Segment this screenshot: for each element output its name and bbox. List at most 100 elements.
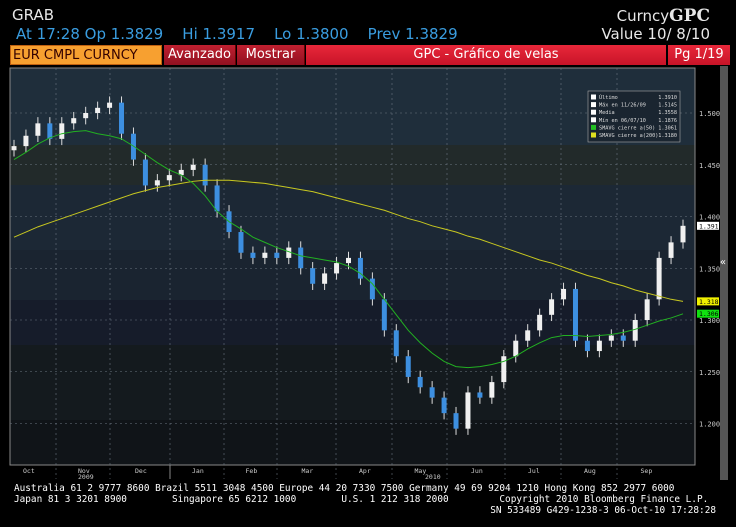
last-value-label: 1.3910: [699, 222, 723, 230]
candle-body: [322, 273, 328, 284]
candle-body: [83, 113, 89, 119]
footer-contacts-1: Australia 61 2 9777 8600 Brazil 5511 304…: [14, 483, 675, 494]
x-month-label: May: [415, 467, 427, 475]
legend-value: 1.3180: [658, 133, 677, 139]
candle-body: [190, 164, 196, 170]
candle-body: [549, 299, 555, 315]
plot-background: [10, 300, 695, 345]
candle-body: [417, 376, 423, 388]
candle-body: [298, 247, 304, 269]
candle-body: [214, 185, 220, 212]
plot-background: [10, 145, 695, 185]
candle-body: [95, 107, 101, 113]
value-date: Value 10/ 8/10: [601, 25, 710, 43]
candle-body: [238, 232, 244, 253]
candle-body: [596, 340, 602, 352]
x-month-label: Jun: [471, 467, 483, 475]
x-month-label: Sep: [641, 467, 653, 475]
x-month-label: Nov: [78, 467, 90, 475]
legend-label: Mín en 06/07/10: [599, 117, 646, 124]
candle-body: [119, 102, 125, 134]
x-month-label: Aug: [584, 467, 596, 475]
candlestick-chart[interactable]: 1.5000 1.4500 1.4000 1.3500 1.3000 1.2500 1.20…: [0, 0, 736, 480]
ticker-field[interactable]: EUR CMPL CURNCY: [10, 45, 162, 65]
x-year-label: 2009: [78, 473, 94, 480]
y-tick-label: 1.4500: [699, 162, 724, 170]
sma200-line: [13, 179, 684, 302]
advanced-button[interactable]: Avanzado: [164, 45, 236, 65]
y-tick-label: 1.5000: [699, 110, 724, 118]
sma50-line: [13, 130, 684, 369]
scrollbar[interactable]: [720, 66, 728, 480]
legend-label: Último: [599, 94, 618, 101]
candle-body: [393, 330, 399, 357]
y-tick-label: 1.2500: [699, 369, 724, 377]
last-value-label: 1.3061: [699, 310, 723, 318]
y-tick-label: 1.2000: [699, 421, 724, 429]
x-month-label: Dec: [135, 467, 147, 475]
legend-swatch: [591, 109, 596, 115]
candle-body: [154, 180, 160, 186]
x-month-label: Jan: [192, 467, 204, 475]
candle-body: [501, 356, 507, 383]
legend-value: 1.3558: [658, 110, 677, 116]
candle-body: [405, 356, 411, 377]
candle-body: [107, 102, 113, 108]
candle-body: [250, 252, 256, 258]
screen-name: GRAB: [12, 6, 54, 24]
candle-body: [680, 225, 686, 243]
candle-body: [584, 340, 590, 352]
legend-label: Máx en 11/26/09: [599, 102, 646, 109]
last-value-tag: [697, 221, 719, 230]
x-year-label: 2010: [425, 473, 441, 480]
candle-body: [608, 335, 614, 341]
x-month-label: Mar: [302, 467, 314, 475]
y-tick-label: 1.3500: [699, 265, 724, 273]
legend-value: 1.1876: [658, 118, 677, 124]
plot-background: [10, 345, 695, 420]
page-indicator[interactable]: Pg 1/19: [668, 45, 730, 65]
function-label: CurncyGPC: [617, 6, 710, 26]
candle-body: [71, 118, 77, 124]
candle-body: [166, 175, 172, 181]
candle-body: [202, 164, 208, 186]
candle-body: [142, 159, 148, 186]
market-sector: Curncy: [616, 7, 670, 25]
legend-swatch: [591, 132, 596, 138]
candle-body: [23, 135, 29, 147]
function-code: GPC: [669, 6, 710, 26]
candle-body: [47, 123, 53, 139]
show-button[interactable]: Mostrar: [237, 45, 305, 65]
legend-label: SMAVG cierre a(200): [599, 133, 658, 139]
legend-swatch: [591, 94, 596, 100]
candle-body: [465, 392, 471, 429]
candle-body: [644, 299, 650, 320]
y-tick-label: 1.3000: [699, 317, 724, 325]
x-month-label: Feb: [246, 467, 258, 475]
candle-body: [656, 257, 662, 300]
collapse-icon[interactable]: «: [720, 257, 726, 268]
candle-body: [537, 314, 543, 331]
x-month-label: Oct: [23, 467, 35, 475]
candle-body: [310, 268, 316, 284]
candle-body: [668, 242, 674, 258]
candle-body: [477, 392, 483, 398]
plot-border: [9, 67, 696, 466]
screen-title: GPC - Gráfico de velas: [306, 45, 666, 65]
legend-label: SMAVG cierre a(50): [599, 125, 655, 131]
legend-swatch: [591, 117, 596, 123]
legend-value: 1.3910: [658, 95, 677, 101]
candle-body: [561, 288, 567, 300]
footer-contacts-2: Japan 81 3 3201 8900 Singapore 65 6212 1…: [14, 494, 709, 505]
candle-body: [513, 340, 519, 357]
legend-box: [587, 90, 681, 143]
last-value-label: 1.3180: [699, 298, 723, 306]
candle-body: [286, 247, 292, 258]
last-value-tag: [697, 297, 719, 306]
y-tick-label: 1.4000: [699, 214, 724, 222]
candle-body: [369, 278, 375, 300]
legend-swatch: [591, 124, 596, 130]
legend-label: Media: [599, 110, 615, 116]
candle-body: [59, 123, 65, 139]
candle-body: [11, 146, 17, 151]
